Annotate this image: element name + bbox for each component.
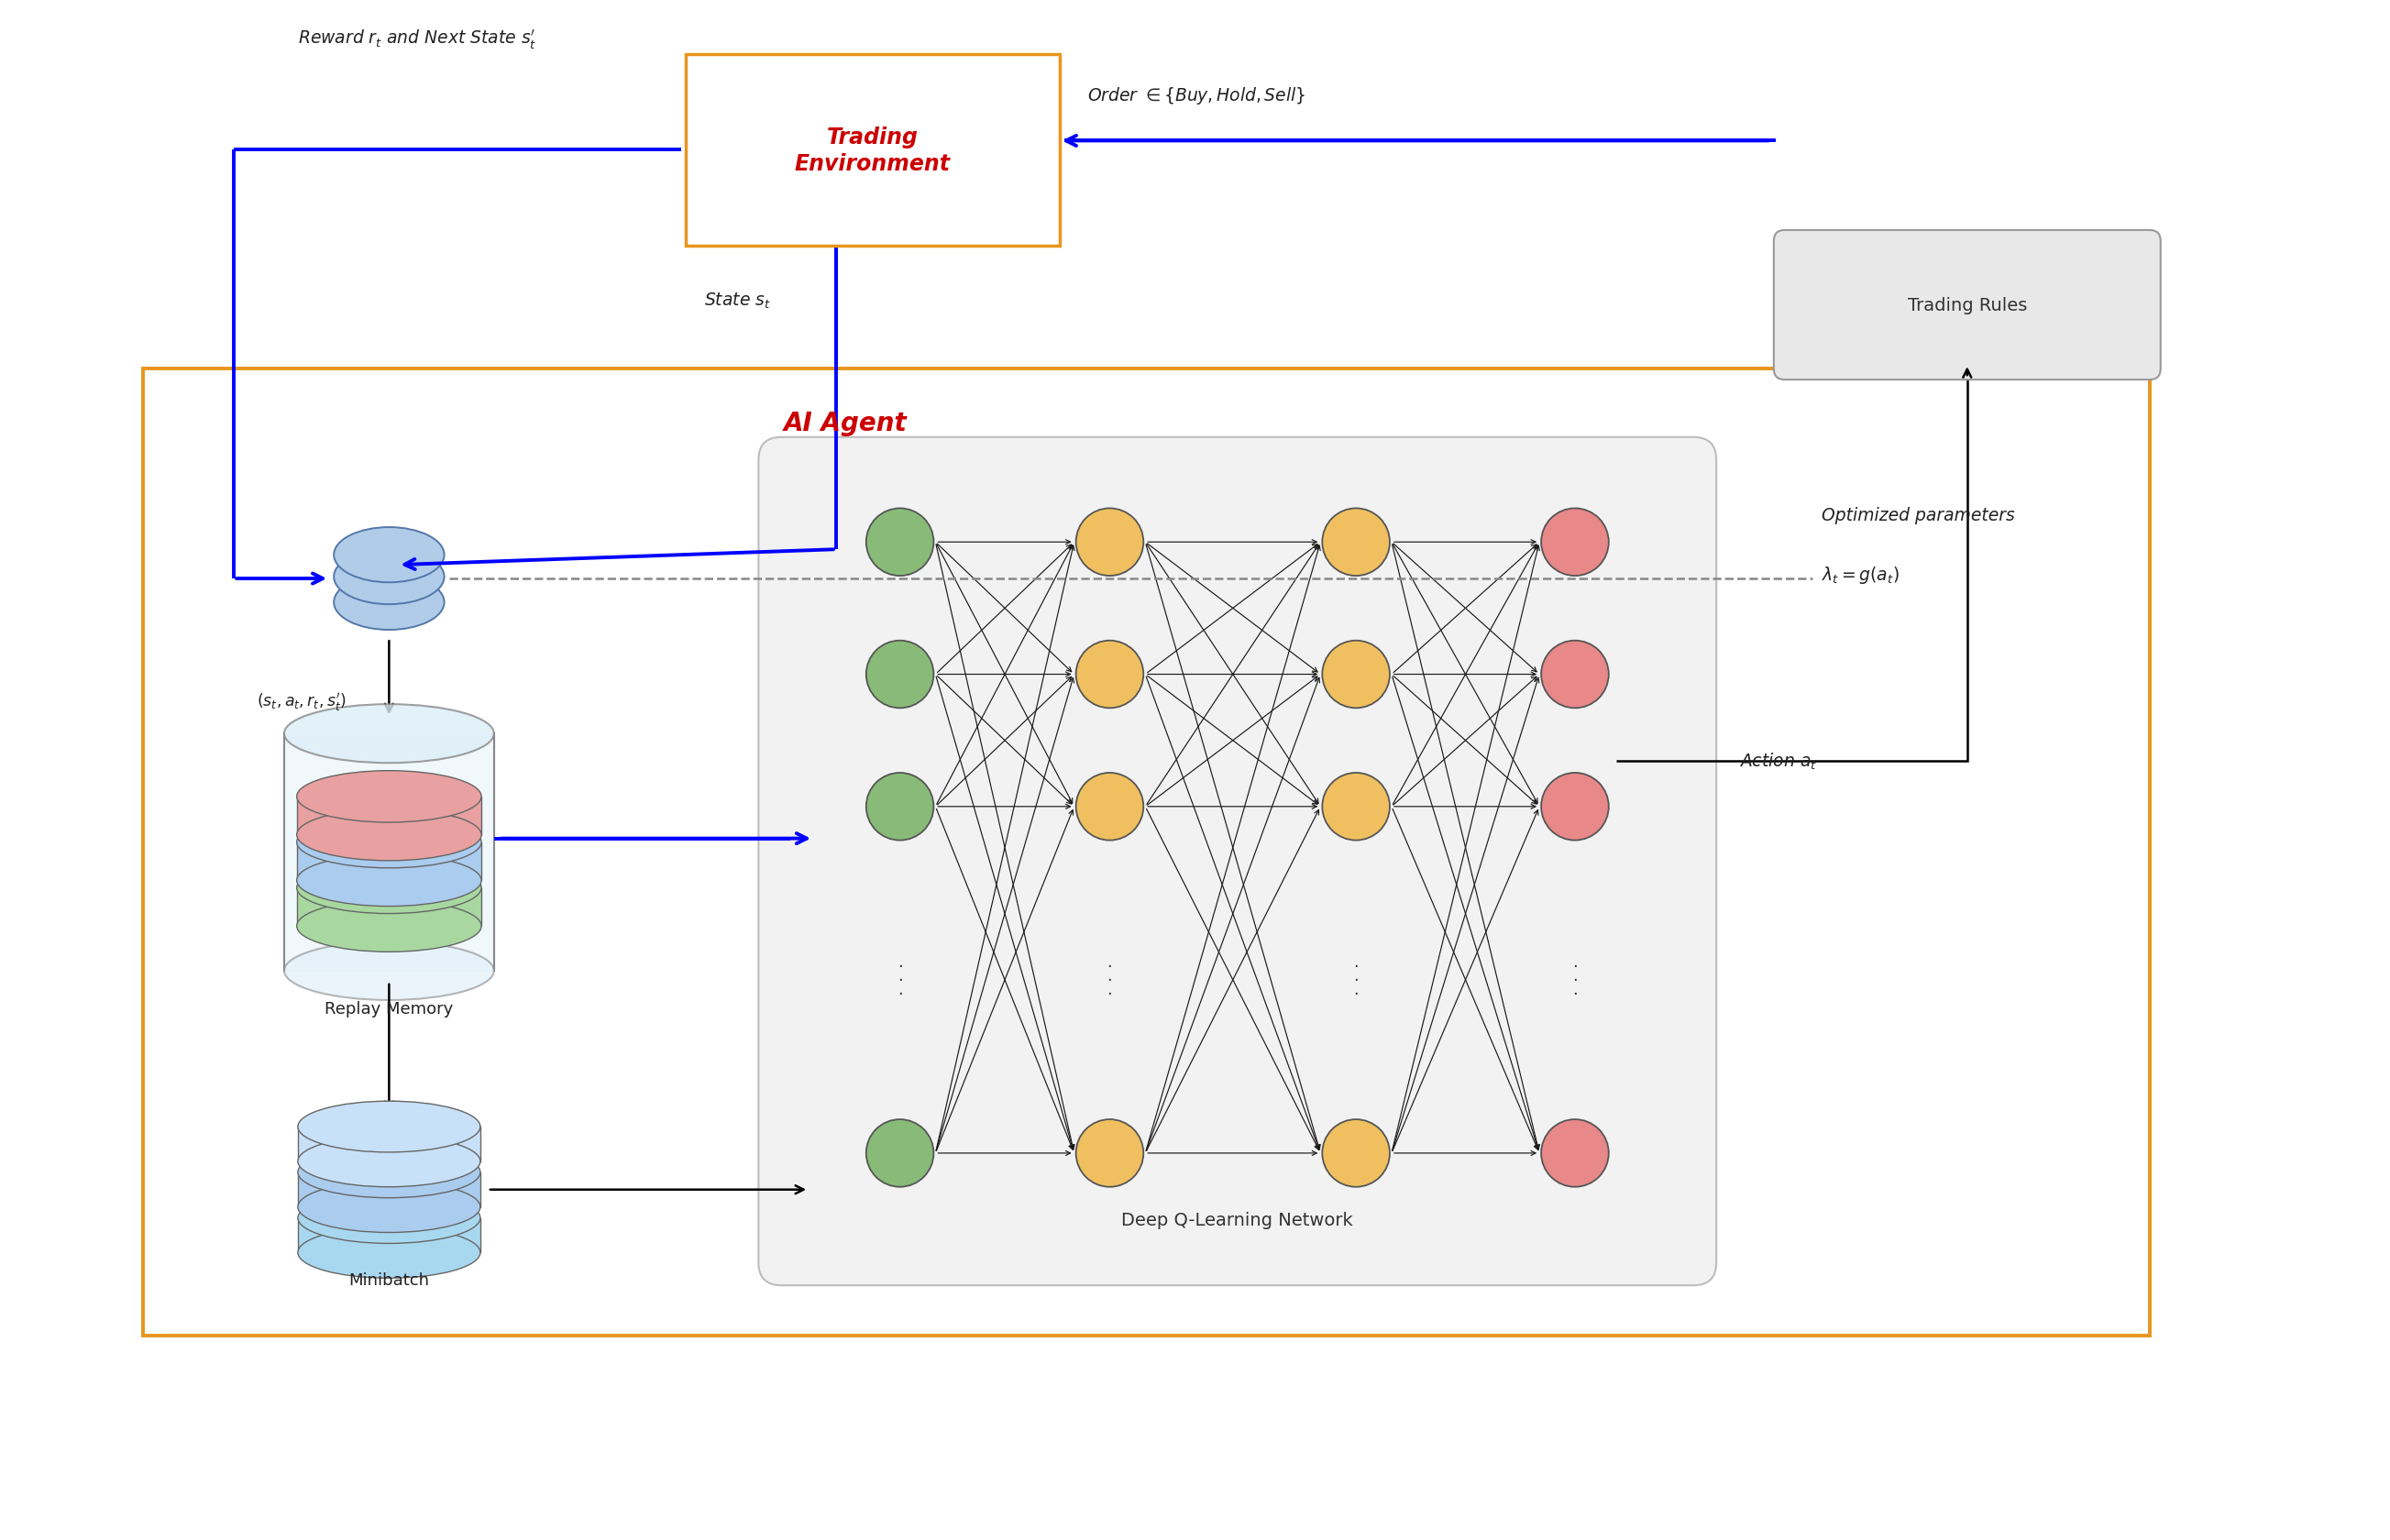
Text: ·
·
·: · · · xyxy=(1353,958,1358,1003)
Bar xyxy=(296,796,480,835)
FancyBboxPatch shape xyxy=(758,437,1716,1286)
FancyBboxPatch shape xyxy=(1773,231,2161,380)
Circle shape xyxy=(1076,641,1142,708)
Ellipse shape xyxy=(296,772,480,822)
Circle shape xyxy=(1542,773,1608,841)
Ellipse shape xyxy=(335,550,445,605)
Circle shape xyxy=(1076,1120,1142,1187)
Ellipse shape xyxy=(299,1101,480,1152)
Ellipse shape xyxy=(299,1147,480,1198)
Text: Action $a_t$: Action $a_t$ xyxy=(1740,752,1816,772)
Text: Deep Q-Learning Network: Deep Q-Learning Network xyxy=(1121,1210,1353,1227)
Circle shape xyxy=(1322,508,1389,576)
Text: Trading
Environment: Trading Environment xyxy=(793,126,951,176)
Ellipse shape xyxy=(296,816,480,869)
Text: Order $\in \{Buy, Hold, Sell\}$: Order $\in \{Buy, Hold, Sell\}$ xyxy=(1087,85,1305,106)
Bar xyxy=(296,842,480,881)
Circle shape xyxy=(1542,1120,1608,1187)
Bar xyxy=(296,889,480,927)
Ellipse shape xyxy=(284,941,495,1001)
Text: $\lambda_t = g(a_t)$: $\lambda_t = g(a_t)$ xyxy=(1821,564,1900,585)
Text: State $s_t$: State $s_t$ xyxy=(703,291,770,311)
Ellipse shape xyxy=(296,862,480,913)
Text: AI Agent: AI Agent xyxy=(784,410,906,436)
Ellipse shape xyxy=(284,705,495,764)
Ellipse shape xyxy=(335,528,445,584)
Ellipse shape xyxy=(335,574,445,630)
Text: ·
·
·: · · · xyxy=(896,958,903,1003)
Circle shape xyxy=(1322,641,1389,708)
Ellipse shape xyxy=(296,901,480,952)
Ellipse shape xyxy=(299,1181,480,1232)
Ellipse shape xyxy=(299,1192,480,1244)
Circle shape xyxy=(1542,641,1608,708)
Ellipse shape xyxy=(296,855,480,907)
Text: ·
·
·: · · · xyxy=(1573,958,1577,1003)
Circle shape xyxy=(865,1120,934,1187)
Circle shape xyxy=(1076,773,1142,841)
Circle shape xyxy=(865,508,934,576)
Text: Reward $r_t$ and Next State $s_t'$: Reward $r_t$ and Next State $s_t'$ xyxy=(299,28,538,51)
Text: ·
·
·: · · · xyxy=(1107,958,1111,1003)
Bar xyxy=(299,1218,480,1252)
Circle shape xyxy=(1542,508,1608,576)
Text: $(s_t, a_t, r_t, s_t')$: $(s_t, a_t, r_t, s_t')$ xyxy=(256,691,347,713)
Circle shape xyxy=(1076,508,1142,576)
Circle shape xyxy=(865,773,934,841)
Text: Replay Memory: Replay Memory xyxy=(325,999,454,1016)
Ellipse shape xyxy=(299,1137,480,1187)
Circle shape xyxy=(1322,1120,1389,1187)
Text: Trading Rules: Trading Rules xyxy=(1907,297,2027,314)
Bar xyxy=(299,1127,480,1161)
Ellipse shape xyxy=(296,810,480,861)
Text: Minibatch: Minibatch xyxy=(349,1272,430,1289)
Ellipse shape xyxy=(299,1227,480,1278)
FancyBboxPatch shape xyxy=(686,55,1059,246)
Circle shape xyxy=(865,641,934,708)
Text: Optimized parameters: Optimized parameters xyxy=(1821,507,2015,524)
FancyBboxPatch shape xyxy=(143,370,2149,1335)
Bar xyxy=(299,1172,480,1207)
Circle shape xyxy=(1322,773,1389,841)
